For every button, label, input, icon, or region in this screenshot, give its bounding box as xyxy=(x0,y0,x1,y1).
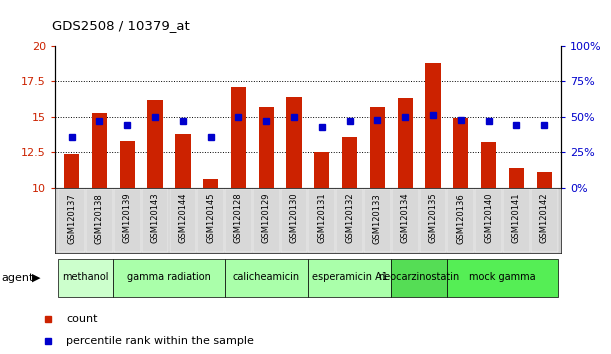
Text: gamma radiation: gamma radiation xyxy=(127,272,211,282)
Bar xyxy=(314,152,329,188)
Text: mock gamma: mock gamma xyxy=(469,272,536,282)
FancyBboxPatch shape xyxy=(309,189,335,252)
Text: GSM120139: GSM120139 xyxy=(123,193,132,244)
Bar xyxy=(258,107,274,188)
FancyBboxPatch shape xyxy=(142,189,169,252)
FancyBboxPatch shape xyxy=(475,189,502,252)
FancyBboxPatch shape xyxy=(58,259,114,297)
Text: percentile rank within the sample: percentile rank within the sample xyxy=(66,336,254,346)
Text: agent: agent xyxy=(1,273,34,283)
FancyBboxPatch shape xyxy=(280,189,307,252)
FancyBboxPatch shape xyxy=(225,189,252,252)
FancyBboxPatch shape xyxy=(503,189,530,252)
Text: GSM120128: GSM120128 xyxy=(234,193,243,244)
Bar xyxy=(481,142,496,188)
Bar xyxy=(453,118,469,188)
FancyBboxPatch shape xyxy=(169,189,196,252)
Text: GSM120130: GSM120130 xyxy=(290,193,299,244)
FancyBboxPatch shape xyxy=(308,259,391,297)
Bar xyxy=(287,97,302,188)
Text: GSM120135: GSM120135 xyxy=(428,193,437,244)
Bar xyxy=(370,107,385,188)
Text: GSM120145: GSM120145 xyxy=(206,193,215,243)
Text: GSM120138: GSM120138 xyxy=(95,193,104,244)
FancyBboxPatch shape xyxy=(58,189,85,252)
FancyBboxPatch shape xyxy=(391,259,447,297)
Bar xyxy=(536,172,552,188)
Bar xyxy=(92,113,107,188)
Text: GSM120134: GSM120134 xyxy=(401,193,410,244)
Text: GSM120129: GSM120129 xyxy=(262,193,271,243)
Text: GSM120142: GSM120142 xyxy=(540,193,549,243)
Bar xyxy=(175,134,191,188)
Text: GDS2508 / 10379_at: GDS2508 / 10379_at xyxy=(52,19,189,32)
Bar xyxy=(509,168,524,188)
FancyBboxPatch shape xyxy=(447,259,558,297)
FancyBboxPatch shape xyxy=(197,189,224,252)
Text: GSM120133: GSM120133 xyxy=(373,193,382,244)
Text: neocarzinostatin: neocarzinostatin xyxy=(378,272,459,282)
Text: count: count xyxy=(66,314,98,324)
FancyBboxPatch shape xyxy=(336,189,363,252)
Bar xyxy=(120,141,135,188)
FancyBboxPatch shape xyxy=(447,189,474,252)
Text: GSM120140: GSM120140 xyxy=(484,193,493,243)
FancyBboxPatch shape xyxy=(253,189,280,252)
Bar xyxy=(231,87,246,188)
Bar xyxy=(342,137,357,188)
Text: calicheamicin: calicheamicin xyxy=(233,272,300,282)
Text: GSM120131: GSM120131 xyxy=(317,193,326,244)
Text: GSM120136: GSM120136 xyxy=(456,193,466,244)
Text: GSM120144: GSM120144 xyxy=(178,193,188,243)
FancyBboxPatch shape xyxy=(364,189,391,252)
FancyBboxPatch shape xyxy=(114,189,141,252)
Bar xyxy=(203,179,218,188)
Bar xyxy=(147,100,163,188)
Bar xyxy=(425,63,441,188)
FancyBboxPatch shape xyxy=(420,189,447,252)
Text: esperamicin A1: esperamicin A1 xyxy=(312,272,387,282)
FancyBboxPatch shape xyxy=(531,189,558,252)
Bar xyxy=(398,98,413,188)
FancyBboxPatch shape xyxy=(392,189,419,252)
Bar xyxy=(64,154,79,188)
Text: GSM120143: GSM120143 xyxy=(150,193,159,244)
Text: methanol: methanol xyxy=(62,272,109,282)
FancyBboxPatch shape xyxy=(225,259,308,297)
Text: GSM120141: GSM120141 xyxy=(512,193,521,243)
FancyBboxPatch shape xyxy=(114,259,225,297)
Text: ▶: ▶ xyxy=(32,273,40,283)
Text: GSM120137: GSM120137 xyxy=(67,193,76,244)
FancyBboxPatch shape xyxy=(86,189,113,252)
Text: GSM120132: GSM120132 xyxy=(345,193,354,244)
